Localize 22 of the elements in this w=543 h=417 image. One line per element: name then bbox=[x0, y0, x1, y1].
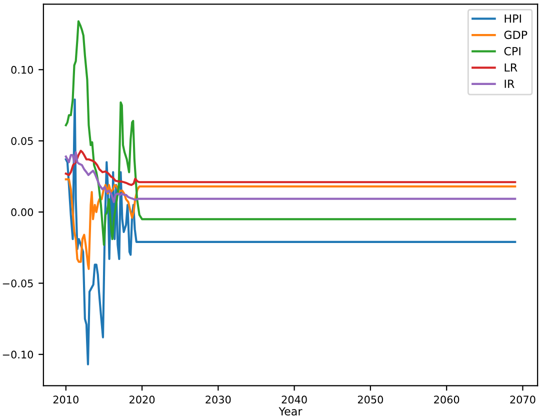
line-series bbox=[64, 150, 516, 186]
line-series bbox=[64, 178, 516, 270]
y-tick-label: 0.05 bbox=[11, 137, 33, 145]
x-tick-label: 2010 bbox=[53, 396, 78, 404]
y-tick-label: −0.10 bbox=[2, 350, 34, 359]
y-tick-label: −0.05 bbox=[2, 279, 33, 288]
line-series bbox=[64, 151, 516, 204]
legend-label: GDP bbox=[504, 30, 528, 40]
x-tick-label: 2040 bbox=[282, 396, 307, 404]
x-axis-title: Year bbox=[278, 407, 302, 416]
legend-label: CPI bbox=[504, 46, 520, 56]
x-tick-label: 2050 bbox=[358, 396, 384, 404]
legend-label: HPI bbox=[504, 14, 521, 23]
x-tick-label: 2060 bbox=[434, 396, 460, 404]
line-series bbox=[64, 98, 516, 366]
legend-label: LR bbox=[504, 63, 518, 72]
x-tick-label: 2070 bbox=[510, 396, 536, 404]
legend-label: IR bbox=[504, 80, 514, 88]
x-tick-label: 2020 bbox=[130, 396, 155, 404]
y-tick-label: 0.10 bbox=[11, 66, 34, 74]
x-tick-label: 2030 bbox=[206, 396, 231, 404]
y-tick-label: 0.00 bbox=[11, 208, 34, 216]
